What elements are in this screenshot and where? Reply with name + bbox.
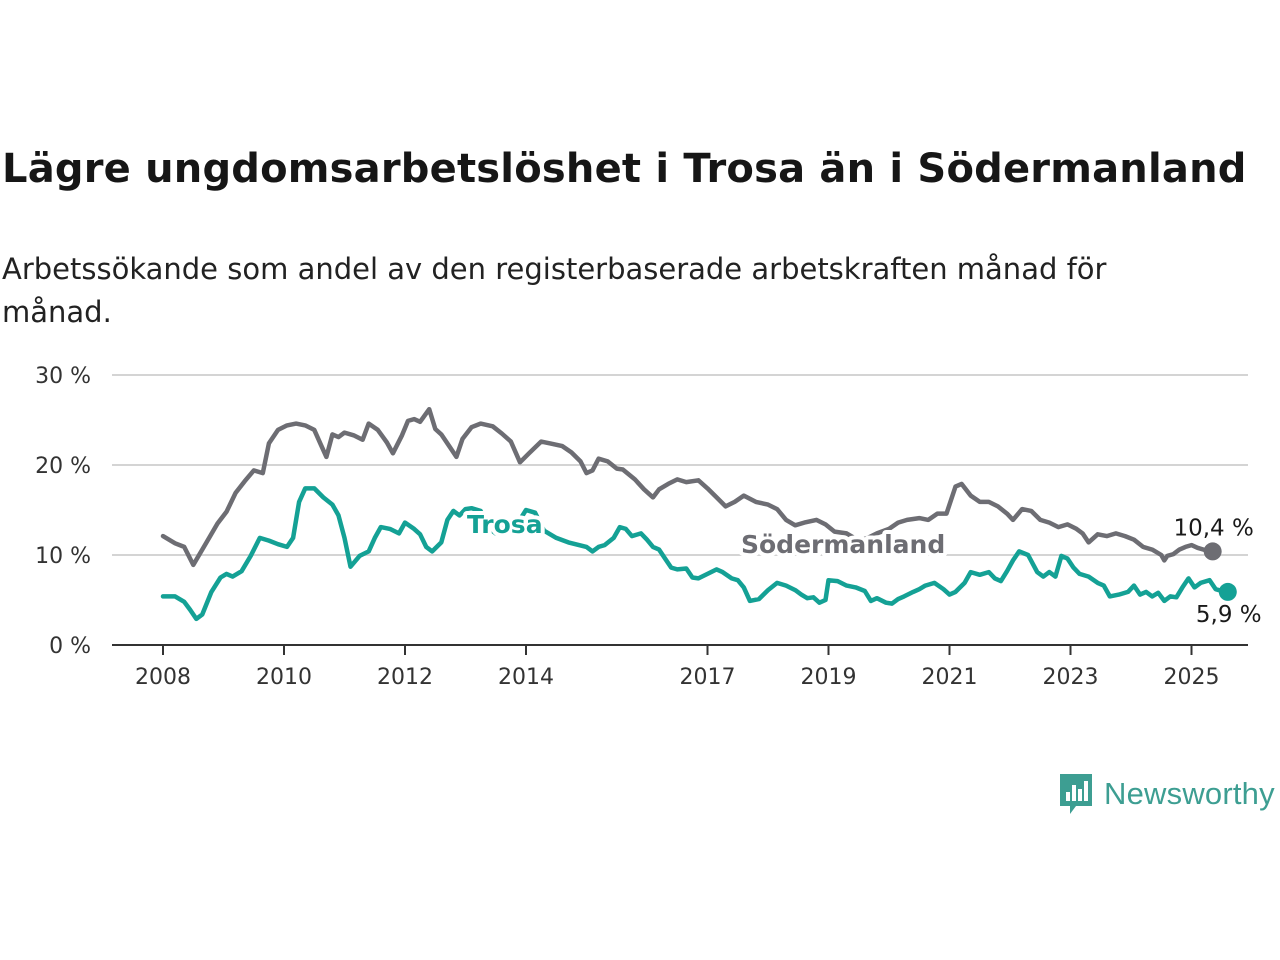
newsworthy-logo-icon <box>1060 774 1092 814</box>
end-dot-trosa <box>1218 582 1237 601</box>
x-tick-label: 2012 <box>377 665 433 690</box>
x-tick-label: 2023 <box>1043 665 1099 690</box>
chart-subtitle: Arbetssökande som andel av den registerb… <box>2 252 1107 329</box>
x-tick-label: 2017 <box>680 665 736 690</box>
y-tick-label: 0 % <box>49 634 91 659</box>
y-tick-label: 30 % <box>35 364 91 389</box>
x-tick-label: 2010 <box>256 665 312 690</box>
end-value-label-trosa: 5,9 % <box>1196 602 1262 628</box>
x-tick-label: 2008 <box>135 665 191 690</box>
y-tick-label: 10 % <box>35 544 91 569</box>
x-tick-label: 2025 <box>1164 665 1220 690</box>
brand-name: Newsworthy <box>1104 776 1275 811</box>
series-line-s-dermanland <box>160 406 1215 568</box>
x-tick-label: 2014 <box>498 665 554 690</box>
end-value-label-s-dermanland: 10,4 % <box>1173 515 1253 541</box>
chart-title: Lägre ungdomsarbetslöshet i Trosa än i S… <box>2 146 1247 192</box>
series-line-trosa <box>160 486 1231 622</box>
brand-logo: Newsworthy <box>1058 772 1275 816</box>
x-tick-label: 2021 <box>922 665 978 690</box>
series-label-trosa: Trosa <box>467 510 543 539</box>
end-dot-s-dermanland <box>1203 542 1222 561</box>
x-tick-label: 2019 <box>801 665 857 690</box>
series-label-sodermanland: Södermanland <box>741 530 945 559</box>
y-tick-label: 20 % <box>35 454 91 479</box>
